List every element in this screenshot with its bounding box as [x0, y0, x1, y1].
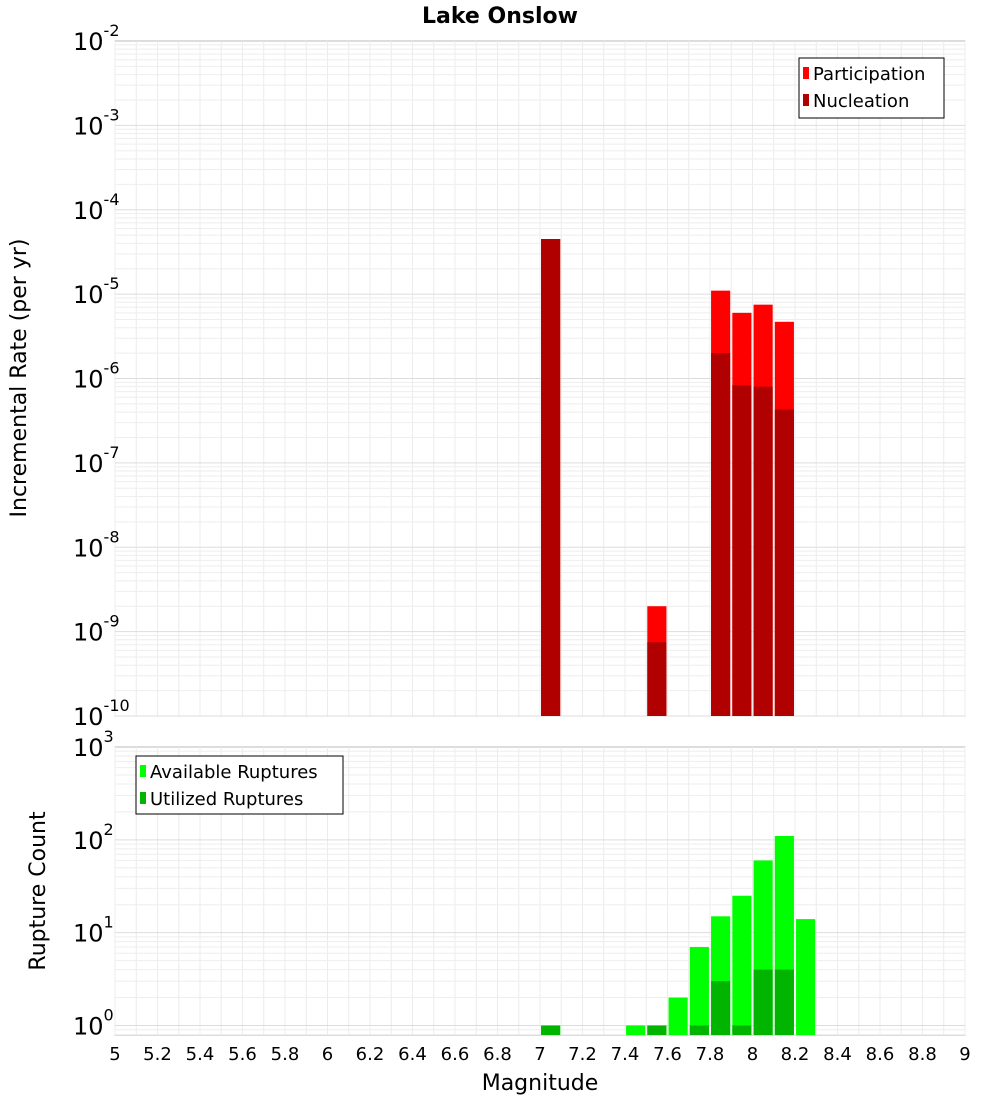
x-tick-label: 7 [534, 1044, 545, 1065]
y-tick-label: 10-8 [73, 527, 120, 562]
x-tick-label: 9 [959, 1044, 970, 1065]
bottom-bars [541, 835, 816, 1035]
x-tick-label: 5.2 [143, 1044, 172, 1065]
x-tick-label: 6 [322, 1044, 333, 1065]
bar-utilized-ruptures [774, 969, 794, 1035]
bar-nucleation [753, 386, 773, 716]
bar-utilized-ruptures [541, 1025, 561, 1035]
y-tick-label: 10-5 [73, 274, 120, 309]
y-tick-label: 10-9 [73, 612, 120, 647]
bottom-panel: 100 101 102 103 5 5.2 5.4 5.6 5.8 6 6.2 6.4 6.6 6.8 7… [26, 727, 971, 1096]
bar-nucleation [647, 642, 667, 716]
x-tick-label: 6.8 [483, 1044, 512, 1065]
y-tick-label: 10-4 [73, 190, 120, 225]
x-tick-label: 6.2 [356, 1044, 385, 1065]
bar-nucleation [711, 353, 731, 716]
bar-available-ruptures [689, 947, 709, 1035]
x-tick-label: 6.6 [441, 1044, 470, 1065]
x-tick-label: 5.8 [271, 1044, 300, 1065]
legend-swatch [803, 94, 809, 106]
y-tick-label: 10-3 [73, 105, 120, 140]
bar-utilized-ruptures [689, 1025, 709, 1035]
x-tick-label: 7.4 [611, 1044, 640, 1065]
x-tick-label: 7.2 [568, 1044, 597, 1065]
top-gridlines [114, 41, 966, 717]
bottom-y-ticks: 100 101 102 103 [73, 727, 114, 1040]
legend-swatch [803, 67, 809, 79]
x-tick-label: 8.4 [823, 1044, 852, 1065]
bottom-legend: Available Ruptures Utilized Ruptures [135, 755, 344, 815]
legend-box [135, 755, 344, 815]
x-tick-label: 5.4 [186, 1044, 215, 1065]
legend-label: Available Ruptures [150, 762, 318, 783]
bar-utilized-ruptures [647, 1025, 667, 1035]
top-bars [541, 239, 794, 716]
x-tick-label: 5 [109, 1044, 120, 1065]
top-y-ticks: 10-10 10-9 10-8 10-7 10-6 10-5 10-4 10-3 10-2 [73, 21, 130, 731]
y-tick-label: 10-10 [73, 696, 130, 731]
bar-available-ruptures [668, 997, 688, 1035]
x-tick-label: 8.6 [866, 1044, 895, 1065]
x-tick-label: 5.6 [228, 1044, 257, 1065]
legend-label: Participation [813, 64, 925, 85]
bar-nucleation [774, 409, 794, 716]
legend-box [798, 57, 945, 119]
y-tick-label: 10-2 [73, 21, 120, 56]
x-ticks: 5 5.2 5.4 5.6 5.8 6 6.2 6.4 6.6 6.8 7 7.2 7.4 7.6 7.8 8… [109, 1044, 970, 1065]
top-y-axis-label: Incremental Rate (per yr) [7, 239, 32, 518]
bottom-y-axis-label: Rupture Count [26, 811, 51, 971]
chart-title: Lake Onslow [422, 4, 578, 29]
y-tick-label: 100 [73, 1005, 114, 1040]
bar-nucleation [541, 239, 561, 716]
bar-available-ruptures [732, 895, 752, 1035]
top-legend: Participation Nucleation [798, 57, 945, 119]
legend-label: Utilized Ruptures [150, 789, 303, 810]
x-axis-label: Magnitude [482, 1071, 599, 1096]
legend-label: Nucleation [813, 91, 909, 112]
bar-nucleation [732, 385, 752, 716]
bar-available-ruptures [626, 1025, 646, 1035]
bar-utilized-ruptures [711, 981, 731, 1035]
x-tick-label: 7.6 [653, 1044, 682, 1065]
x-tick-label: 8.2 [781, 1044, 810, 1065]
bar-utilized-ruptures [732, 1025, 752, 1035]
x-tick-label: 8.8 [908, 1044, 937, 1065]
legend-swatch [140, 765, 146, 777]
bar-utilized-ruptures [753, 969, 773, 1035]
x-tick-label: 8 [747, 1044, 758, 1065]
y-tick-label: 102 [73, 820, 114, 855]
top-panel: 10-10 10-9 10-8 10-7 10-6 10-5 10-4 10-3 10-2 In… [7, 21, 966, 731]
x-tick-label: 7.8 [696, 1044, 725, 1065]
legend-swatch [140, 792, 146, 804]
x-tick-label: 6.4 [398, 1044, 427, 1065]
y-tick-label: 10-7 [73, 443, 120, 478]
y-tick-label: 10-6 [73, 359, 120, 394]
bar-available-ruptures [796, 919, 816, 1035]
y-tick-label: 103 [73, 727, 114, 762]
y-tick-label: 101 [73, 913, 114, 948]
